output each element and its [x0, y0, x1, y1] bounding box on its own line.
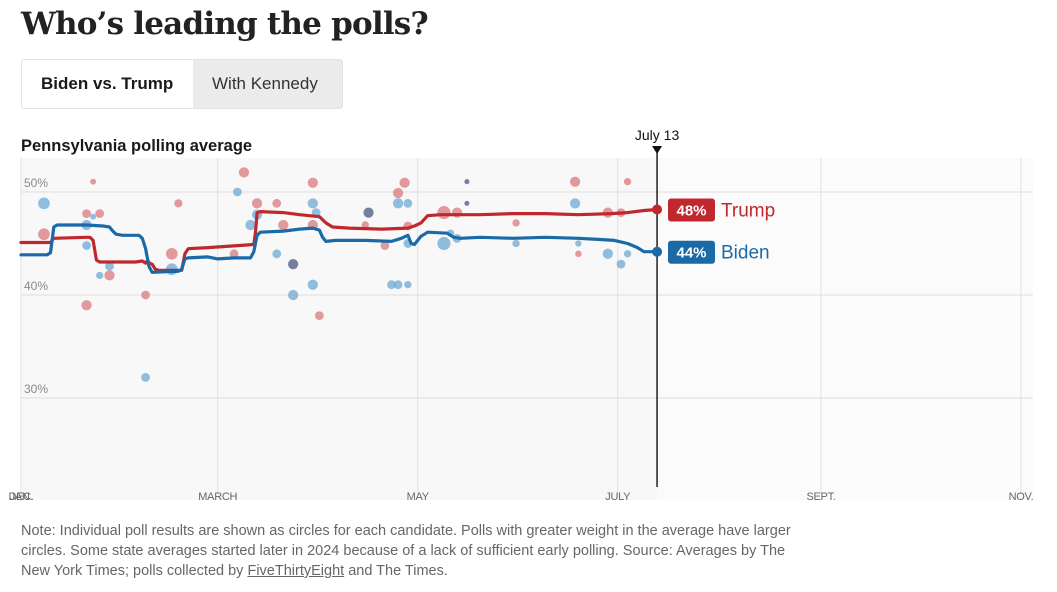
- poll-dot-trump: [229, 249, 239, 259]
- poll-dot-biden: [38, 197, 50, 210]
- poll-dot-biden: [245, 219, 256, 231]
- page-title: Who’s leading the polls?: [21, 6, 429, 42]
- x-tick-label: JAN.: [10, 491, 33, 503]
- poll-dot-both: [363, 207, 374, 218]
- poll-dot-trump: [278, 219, 289, 231]
- trump-end-dot: [652, 204, 663, 215]
- footnote: Note: Individual poll results are shown …: [21, 521, 811, 581]
- poll-dot-biden: [437, 236, 451, 251]
- poll-dot-biden: [512, 239, 520, 248]
- y-axis-labels: 50% 40% 30%: [24, 176, 48, 396]
- poll-dot-biden: [616, 259, 626, 269]
- poll-dot-biden: [393, 280, 403, 290]
- poll-dot-trump: [314, 311, 324, 320]
- poll-dot-trump: [437, 206, 451, 220]
- poll-dot-biden: [272, 249, 282, 259]
- poll-dot-trump: [361, 221, 369, 229]
- chart-title: Pennsylvania polling average: [21, 137, 253, 155]
- poll-dot-biden: [392, 198, 404, 209]
- footnote-text: Note: Individual poll results are shown …: [21, 523, 791, 579]
- poll-dot-both: [464, 200, 470, 206]
- poll-dot-biden: [575, 240, 582, 247]
- poll-dot-trump: [38, 228, 50, 241]
- poll-dot-trump: [399, 177, 410, 188]
- poll-dot-trump: [174, 199, 183, 208]
- poll-dot-trump: [575, 250, 582, 258]
- poll-dot-biden: [288, 289, 299, 301]
- poll-dot-trump: [104, 270, 115, 281]
- poll-dot-trump: [512, 219, 520, 227]
- poll-dot-biden: [403, 198, 413, 208]
- future-background: [657, 158, 1033, 500]
- poll-dot-trump: [238, 167, 250, 178]
- trump-name-label: Trump: [721, 201, 775, 222]
- poll-dot-trump: [569, 176, 581, 187]
- poll-dot-trump: [380, 241, 390, 250]
- x-tick-label: MARCH: [198, 491, 237, 503]
- biden-value-badge: [668, 240, 715, 264]
- poll-dot-biden: [82, 241, 91, 250]
- poll-dot-biden: [569, 198, 581, 209]
- footnote-end: and The Times.: [344, 563, 448, 579]
- poll-dot-trump: [392, 187, 404, 199]
- end-labels: 48% Trump 44% Biden: [652, 198, 775, 264]
- poll-dot-both: [288, 258, 299, 270]
- poll-dot-trump: [623, 178, 632, 186]
- y-tick-label: 50%: [24, 176, 48, 190]
- poll-dot-biden: [105, 261, 114, 271]
- x-tick-label: NOV.: [1009, 491, 1034, 503]
- poll-dot-biden: [387, 280, 396, 290]
- biden-end-dot: [652, 246, 663, 257]
- poll-dot-biden: [307, 198, 318, 209]
- trump-value-badge: [668, 198, 715, 222]
- tab-biden-vs-trump[interactable]: Biden vs. Trump: [22, 60, 193, 108]
- trump-value-label: 48%: [676, 203, 706, 220]
- poll-dot-trump: [82, 209, 91, 219]
- current-date-arrow-icon: [652, 146, 663, 154]
- y-tick-label: 40%: [24, 279, 48, 293]
- poll-dot-biden: [232, 187, 242, 197]
- matchup-tabs: Biden vs. Trump With Kennedy: [21, 59, 343, 109]
- x-axis-labels: JAN.DEC. MARCH MAY JULY SEPT. NOV.: [8, 491, 1033, 503]
- poll-dot-trump: [95, 209, 105, 219]
- polling-chart: 50%40%30% JAN.DEC. MARCH MAY JULY SEPT. NOV. …: [8, 127, 1033, 503]
- current-date-marker: July 13: [635, 127, 680, 487]
- poll-dot-both: [464, 179, 470, 185]
- poll-dots: [38, 167, 632, 382]
- x-tick-label: MAY: [407, 491, 430, 503]
- x-tick-label: DEC.: [8, 491, 33, 503]
- trump-average-line: [19, 207, 659, 272]
- x-tick-label: SEPT.: [806, 491, 835, 503]
- tab-with-kennedy[interactable]: With Kennedy: [193, 60, 342, 108]
- current-date-label: July 13: [635, 127, 680, 143]
- poll-dot-biden: [90, 213, 97, 220]
- poll-dot-trump: [81, 300, 92, 311]
- poll-dot-biden: [96, 271, 104, 280]
- x-tick-label: JULY: [605, 491, 631, 503]
- y-tick-label: 30%: [24, 382, 48, 396]
- poll-dot-trump: [165, 247, 178, 260]
- poll-dot-trump: [307, 177, 318, 188]
- poll-dot-trump: [272, 198, 282, 208]
- poll-dot-biden: [623, 250, 632, 258]
- poll-dot-biden: [602, 248, 614, 259]
- poll-dot-biden: [307, 279, 318, 290]
- poll-dot-biden: [404, 281, 412, 289]
- average-lines: [19, 207, 659, 274]
- fivethirtyeight-link[interactable]: FiveThirtyEight: [247, 563, 345, 579]
- biden-name-label: Biden: [721, 243, 770, 264]
- poll-dot-biden: [141, 373, 150, 382]
- biden-value-label: 44%: [676, 245, 706, 262]
- poll-dot-trump: [251, 198, 263, 209]
- poll-dot-trump: [141, 290, 150, 300]
- poll-dot-trump: [90, 178, 97, 185]
- biden-average-line: [19, 223, 659, 274]
